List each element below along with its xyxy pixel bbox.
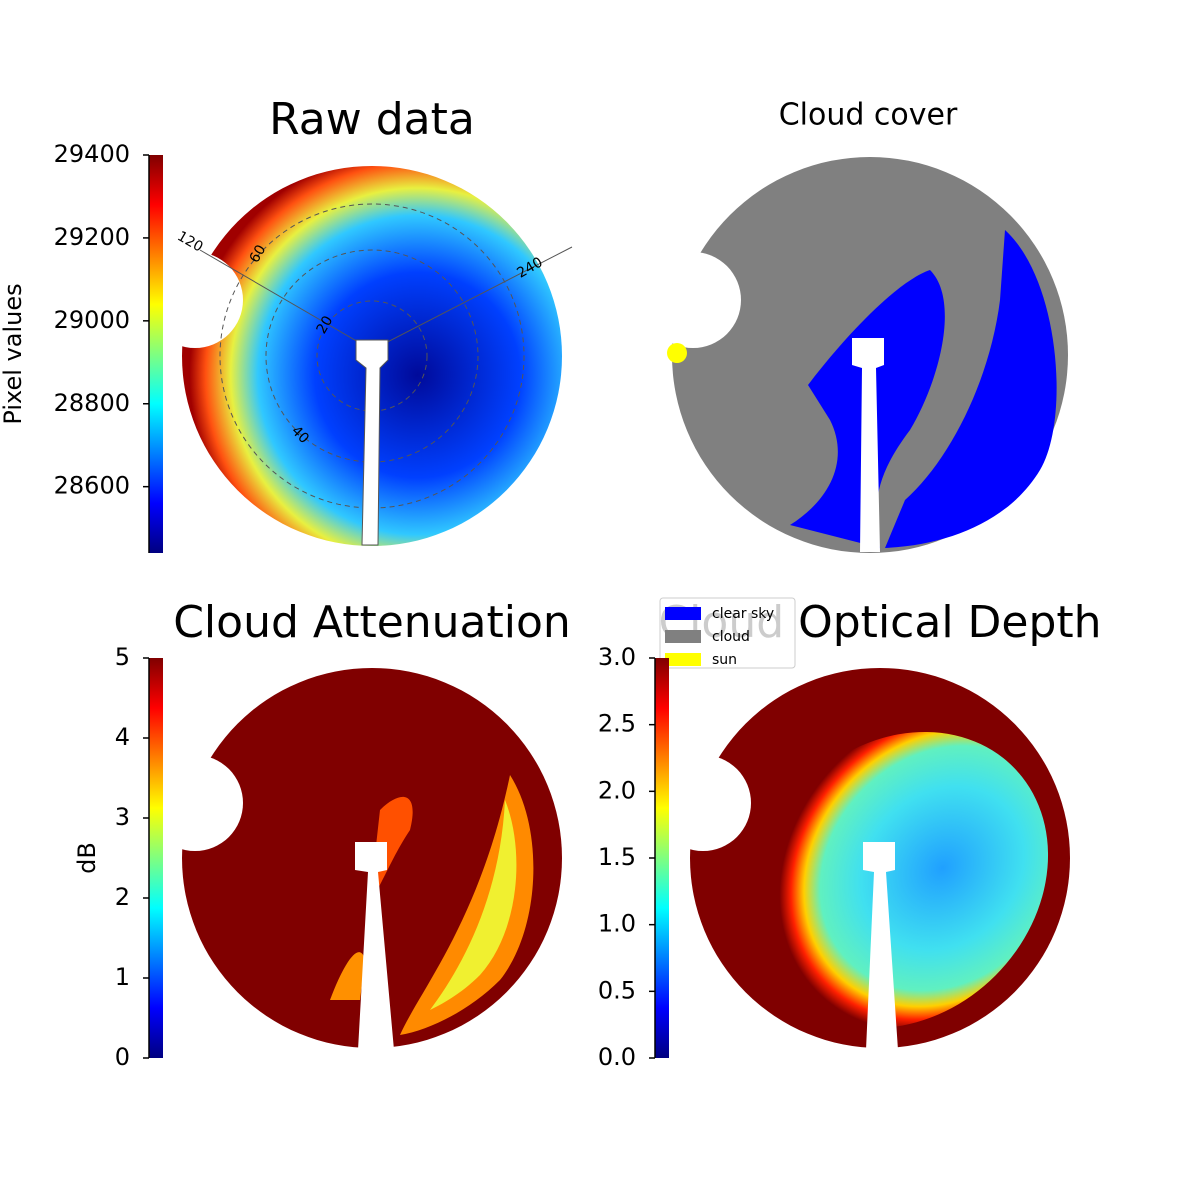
legend-swatch [665,607,701,620]
tick-label: 28600 [54,472,130,500]
legend-swatch [665,653,701,666]
tick-label: 29000 [54,306,130,334]
tick-label: 2.5 [598,710,636,738]
colorbar [149,658,163,1058]
tick-label: 2 [115,883,130,911]
panel-title: Raw data [269,94,475,145]
tick-label: 29400 [54,140,130,168]
panel-title: Cloud Attenuation [173,597,571,648]
tick-label: 4 [115,723,130,751]
legend-label: clear sky [712,606,774,622]
polar-label: 120 [174,228,205,255]
cloud-cover-image [645,157,1068,553]
tick-label: 28800 [54,389,130,417]
attenuation-image [147,668,562,1050]
legend-swatch [665,630,701,643]
tick-label: 1.0 [598,910,636,938]
polar-label: 20 [314,313,337,336]
tick-label: 0 [115,1043,130,1071]
tick-label: 5 [115,643,130,671]
legend-label: sun [712,652,737,668]
tick-label: 3.0 [598,643,636,671]
legend-label: cloud [712,629,750,645]
colorbar [149,155,163,553]
tick-label: 0.0 [598,1043,636,1071]
tick-label: 1.5 [598,843,636,871]
colorbar [655,658,669,1058]
optical-depth-image [655,668,1070,1050]
tick-label: 0.5 [598,976,636,1004]
panel-title: Cloud cover [779,98,958,133]
tick-label: 1 [115,963,130,991]
colorbar-label: Pixel values [0,283,27,424]
tick-label: 2.0 [598,776,636,804]
tick-label: 3 [115,803,130,831]
tick-label: 29200 [54,223,130,251]
polar-label: 60 [247,242,270,265]
colorbar-label: dB [73,842,101,874]
raw-image [147,166,573,546]
